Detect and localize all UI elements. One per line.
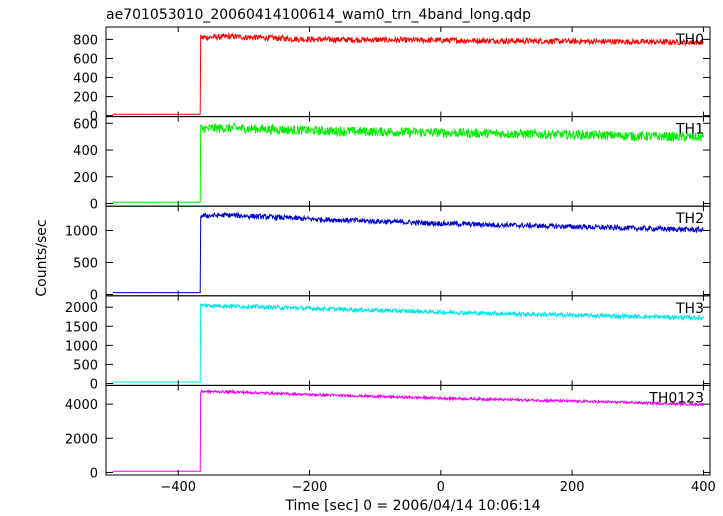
y-tick-label: 0 xyxy=(90,466,98,481)
panel-frame xyxy=(105,205,711,297)
x-tick-label: 0 xyxy=(437,480,445,495)
panel-th0123: 0 2000 4000 TH0123 xyxy=(65,384,711,481)
y-tick-label: 600 xyxy=(73,117,98,132)
y-tick-label: 0 xyxy=(90,289,98,304)
y-tick-label: 500 xyxy=(73,358,98,373)
y-tick-label: 800 xyxy=(73,33,98,48)
x-tick-label: 200 xyxy=(560,480,585,495)
series-th2 xyxy=(112,211,704,294)
y-tick-label: 2000 xyxy=(65,301,98,316)
panel-th3: 0 500 1000 1500 2000 TH3 xyxy=(65,295,711,392)
y-tick-label: 400 xyxy=(73,72,98,87)
panel-label-th0123: TH0123 xyxy=(648,390,704,406)
panel-label-th2: TH2 xyxy=(675,211,704,227)
y-tick-label: 200 xyxy=(73,91,98,106)
panel-frame xyxy=(105,384,711,476)
y-tick-label: 2000 xyxy=(65,432,98,447)
y-tick-label: 0 xyxy=(90,377,98,392)
y-tick-label: 500 xyxy=(73,257,98,272)
x-axis-label: Time [sec] 0 = 2006/04/14 10:06:14 xyxy=(284,498,540,514)
y-tick-label: 1000 xyxy=(65,225,98,240)
y-tick-label: 4000 xyxy=(65,398,98,413)
panel-label-th1: TH1 xyxy=(675,122,704,138)
y-tick-label: 1500 xyxy=(65,320,98,335)
chart-title: ae701053010_20060414100614_wam0_trn_4ban… xyxy=(106,7,531,23)
y-tick-label: 600 xyxy=(73,52,98,67)
y-tick-label: 0 xyxy=(90,198,98,213)
panel-label-th0: TH0 xyxy=(675,32,704,48)
series-th3 xyxy=(112,302,704,383)
series-th1 xyxy=(112,122,704,203)
panels: 0 200 400 600 800 TH0 0 200 400 600 TH1 0 500 1000 TH2… xyxy=(65,26,711,481)
panel-frame xyxy=(105,295,711,386)
y-tick-label: 200 xyxy=(73,171,98,186)
panel-label-th3: TH3 xyxy=(675,301,704,317)
x-tick-label: −400 xyxy=(160,480,196,495)
x-tick-label: −200 xyxy=(292,480,328,495)
y-axis-label: Counts/sec xyxy=(34,219,50,296)
panel-th2: 0 500 1000 TH2 xyxy=(65,205,711,304)
panel-th0: 0 200 400 600 800 TH0 xyxy=(73,26,711,125)
y-tick-label: 0 xyxy=(90,110,98,125)
panel-th1: 0 200 400 600 TH1 xyxy=(73,116,711,213)
y-tick-label: 1000 xyxy=(65,339,98,354)
y-tick-label: 400 xyxy=(73,144,98,159)
series-th0123 xyxy=(112,388,704,472)
x-tick-label: 400 xyxy=(691,480,716,495)
series-th0 xyxy=(112,32,704,115)
